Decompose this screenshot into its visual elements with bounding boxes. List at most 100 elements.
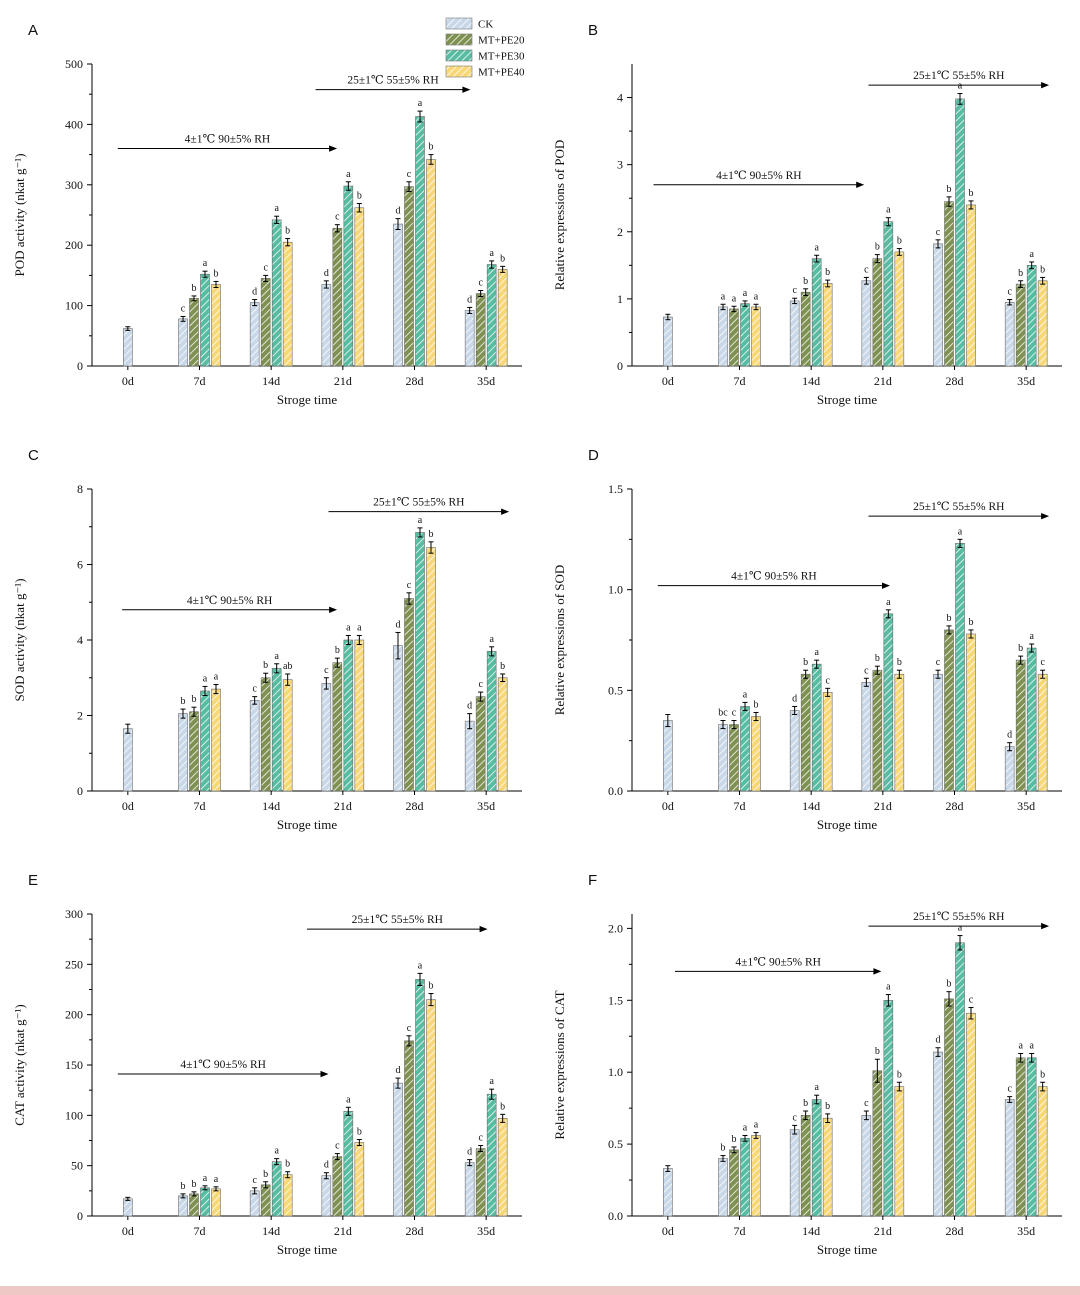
sig-letter: d bbox=[252, 287, 257, 298]
sig-letter: a bbox=[214, 672, 219, 683]
legend-swatch-MT+PE20 bbox=[445, 33, 473, 46]
sig-letter: b bbox=[1018, 643, 1023, 654]
bar-MT+PE30-14d bbox=[811, 258, 822, 367]
bar-MT+PE40-14d bbox=[282, 679, 293, 792]
x-tick-label: 7d bbox=[734, 799, 746, 813]
bar-MT+PE20-14d bbox=[800, 1115, 811, 1217]
bar-MT+PE40-35d bbox=[497, 1118, 508, 1217]
sig-letter: a bbox=[346, 169, 351, 180]
bar-MT+PE40-14d bbox=[822, 692, 833, 792]
sig-letter: a bbox=[357, 622, 362, 633]
panel-letter-a: A bbox=[28, 22, 39, 39]
bar-MT+PE20-21d bbox=[872, 669, 883, 792]
bar-MT+PE40-14d bbox=[282, 1174, 293, 1217]
bar-MT+PE40-28d bbox=[966, 204, 976, 367]
bar-CK-21d bbox=[321, 1175, 332, 1217]
bar-MT+PE30-7d bbox=[740, 1138, 750, 1217]
y-tick-label: 1 bbox=[617, 292, 623, 306]
bar-MT+PE20-7d bbox=[729, 308, 739, 367]
bar-CK-7d bbox=[718, 1158, 728, 1217]
panel-letter-e: E bbox=[28, 872, 39, 889]
panel-letter-d: D bbox=[588, 447, 599, 464]
bar-CK-28d bbox=[393, 645, 403, 792]
x-tick-label: 0d bbox=[122, 374, 134, 388]
legend: CK MT+PE20 MT+PE30 MT+PE40 bbox=[445, 17, 525, 79]
x-tick-label: 21d bbox=[874, 1224, 892, 1238]
y-tick-label: 1.0 bbox=[608, 583, 623, 597]
stage-label: 4±1℃ 90±5% RH bbox=[716, 170, 802, 182]
chart-E: 0 50 100 150 200 250 300 0d 7d 14d 21d 28d 35d Stroge… bbox=[12, 907, 522, 1257]
panel-f: F 0.0 0.5 1.0 1.5 2.0 0d 7d 14d 21d 28d 35d Stroge … bbox=[540, 856, 1080, 1281]
stage-label: 4±1℃ 90±5% RH bbox=[185, 134, 271, 146]
bar-CK-21d bbox=[861, 1115, 872, 1217]
x-tick-label: 28d bbox=[946, 1224, 964, 1238]
x-tick-label: 7d bbox=[194, 374, 206, 388]
sig-letter: d bbox=[1007, 730, 1012, 741]
x-tick-label: 21d bbox=[334, 1224, 352, 1238]
bar-MT+PE20-14d bbox=[800, 673, 811, 792]
chart-F: 0.0 0.5 1.0 1.5 2.0 0d 7d 14d 21d 28d 35d Stroge ti… bbox=[552, 911, 1062, 1257]
sig-letter: a bbox=[743, 288, 748, 299]
y-tick-label: 1.0 bbox=[608, 1065, 623, 1079]
bar-CK-14d bbox=[789, 1129, 800, 1217]
y-tick-label: 1.5 bbox=[608, 482, 623, 496]
sig-letter: a bbox=[754, 1120, 759, 1131]
sig-letter: c bbox=[969, 994, 974, 1005]
bar-CK-0d bbox=[663, 1168, 673, 1217]
sig-letter: a bbox=[1029, 631, 1034, 642]
sig-letter: b bbox=[192, 694, 197, 705]
y-tick-label: 2 bbox=[617, 225, 623, 239]
bar-MT+PE20-14d bbox=[800, 291, 811, 367]
sig-letter: c bbox=[335, 212, 340, 223]
y-tick-label: 200 bbox=[65, 1008, 83, 1022]
y-axis-title: Relative expressions of SOD bbox=[552, 565, 567, 716]
panel-d: D 0.0 0.5 1.0 1.5 0d 7d 14d 21d 28d 35d Stroge tim… bbox=[540, 431, 1080, 856]
sig-letter: a bbox=[743, 689, 748, 700]
y-tick-label: 0 bbox=[77, 1209, 83, 1223]
sig-letter: a bbox=[203, 1173, 208, 1184]
bar-MT+PE30-21d bbox=[343, 185, 354, 367]
x-tick-label: 35d bbox=[1017, 799, 1035, 813]
sig-letter: c bbox=[335, 1141, 340, 1152]
bar-MT+PE40-14d bbox=[822, 283, 833, 367]
arrow-head-icon bbox=[479, 925, 488, 933]
sig-letter: c bbox=[263, 262, 268, 273]
sig-letter: a bbox=[418, 960, 423, 971]
x-axis-title: Stroge time bbox=[277, 1242, 338, 1257]
sig-letter: c bbox=[1007, 1084, 1012, 1095]
bar-MT+PE20-14d bbox=[260, 677, 271, 792]
bar-CK-35d bbox=[464, 720, 475, 792]
sig-letter: b bbox=[803, 1098, 808, 1109]
y-tick-label: 150 bbox=[65, 1058, 83, 1072]
arrow-head-icon bbox=[329, 145, 338, 152]
sig-letter: a bbox=[886, 205, 891, 216]
sig-letter: b bbox=[357, 191, 362, 202]
y-tick-label: 8 bbox=[77, 482, 83, 496]
bar-CK-7d bbox=[178, 318, 188, 367]
bar-MT+PE40-28d bbox=[426, 547, 436, 792]
sig-letter: a bbox=[346, 1094, 351, 1105]
x-tick-label: 21d bbox=[874, 374, 892, 388]
bar-MT+PE20-14d bbox=[260, 278, 271, 367]
sig-letter: c bbox=[825, 675, 830, 686]
sig-letter: a bbox=[274, 651, 279, 662]
sig-letter: d bbox=[467, 701, 472, 712]
y-tick-label: 300 bbox=[65, 907, 83, 921]
sig-letter: b bbox=[357, 1126, 362, 1137]
x-tick-label: 35d bbox=[477, 1224, 495, 1238]
sig-letter: b bbox=[429, 142, 434, 153]
bar-MT+PE30-21d bbox=[883, 221, 894, 367]
bar-CK-0d bbox=[663, 316, 673, 367]
sig-letter: c bbox=[407, 169, 412, 180]
x-tick-label: 14d bbox=[262, 1224, 280, 1238]
x-tick-label: 14d bbox=[262, 374, 280, 388]
panel-e: E 0 50 100 150 200 250 300 0d 7d 14d 21d 28d 35d Stro… bbox=[0, 856, 540, 1281]
x-tick-label: 28d bbox=[946, 799, 964, 813]
bar-MT+PE40-21d bbox=[354, 639, 365, 792]
x-tick-label: 14d bbox=[262, 799, 280, 813]
sig-letter: b bbox=[285, 226, 290, 237]
bar-MT+PE20-7d bbox=[189, 711, 199, 792]
sig-letter: b bbox=[947, 613, 952, 624]
sig-letter: b bbox=[214, 268, 219, 279]
bar-MT+PE40-14d bbox=[282, 241, 293, 367]
